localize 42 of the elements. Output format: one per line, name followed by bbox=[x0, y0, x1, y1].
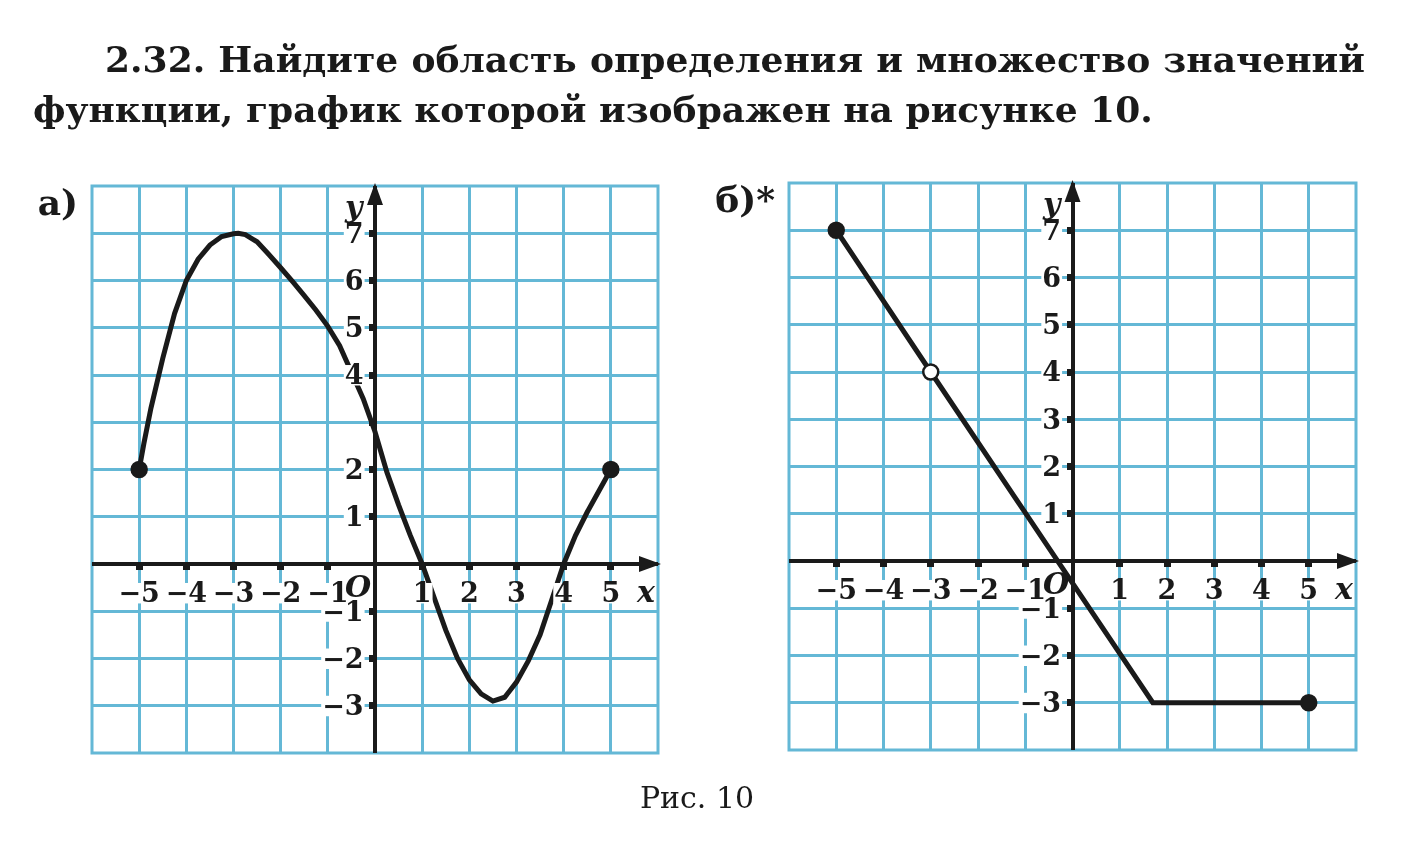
x-tick-label: 1 bbox=[412, 577, 432, 609]
text: 2.32. Найдите область определения и множество значений функции, график которой изображен на рисунке 10. bbox=[33, 37, 1365, 132]
y-tick-label: 4 bbox=[344, 359, 364, 391]
y-tick-label: −3 bbox=[1019, 687, 1062, 719]
y-tick-label: 6 bbox=[344, 264, 364, 296]
x-axis-title: x bbox=[636, 574, 656, 609]
y-tick-label: −2 bbox=[1019, 639, 1062, 671]
x-axis-title: x bbox=[1334, 571, 1354, 606]
y-tick-label: 1 bbox=[1042, 498, 1062, 530]
y-tick-label: 5 bbox=[344, 312, 364, 344]
chart-title: а) bbox=[37, 181, 78, 224]
x-tick-label: 4 bbox=[1252, 574, 1271, 606]
y-tick-label: 3 bbox=[1042, 403, 1062, 435]
x-tick-label: 3 bbox=[507, 577, 526, 609]
x-tick-label: −5 bbox=[815, 574, 857, 606]
point bbox=[827, 221, 845, 239]
y-tick-label: 2 bbox=[344, 453, 364, 485]
y-tick-label: 2 bbox=[1042, 450, 1062, 482]
x-tick-label: 2 bbox=[1157, 574, 1177, 606]
x-tick-label: 3 bbox=[1204, 574, 1224, 606]
x-tick-label: −4 bbox=[165, 577, 208, 609]
x-tick-label: 2 bbox=[459, 577, 479, 609]
y-tick-label: 1 bbox=[344, 501, 364, 533]
y-tick-label: 5 bbox=[1042, 309, 1062, 341]
chart-title: б)* bbox=[715, 178, 776, 221]
y-tick-label: −2 bbox=[322, 642, 364, 674]
x-tick-label: −3 bbox=[910, 574, 952, 606]
x-tick-label: −5 bbox=[118, 577, 160, 609]
x-tick-label: −4 bbox=[862, 574, 905, 606]
x-tick-label: 5 bbox=[601, 577, 621, 609]
x-tick-label: 5 bbox=[1299, 574, 1319, 606]
y-tick-label: 6 bbox=[1042, 261, 1062, 293]
text: Рис. 10 bbox=[638, 780, 756, 815]
y-tick-label: −3 bbox=[322, 690, 364, 722]
x-tick-label: 1 bbox=[1110, 574, 1130, 606]
x-tick-label: −3 bbox=[212, 577, 255, 609]
x-tick-label: −2 bbox=[259, 577, 302, 609]
y-tick-label: 4 bbox=[1042, 356, 1062, 388]
point bbox=[922, 363, 940, 381]
point bbox=[1300, 694, 1318, 712]
x-tick-label: 4 bbox=[554, 577, 574, 609]
x-tick-label: −2 bbox=[957, 574, 999, 606]
